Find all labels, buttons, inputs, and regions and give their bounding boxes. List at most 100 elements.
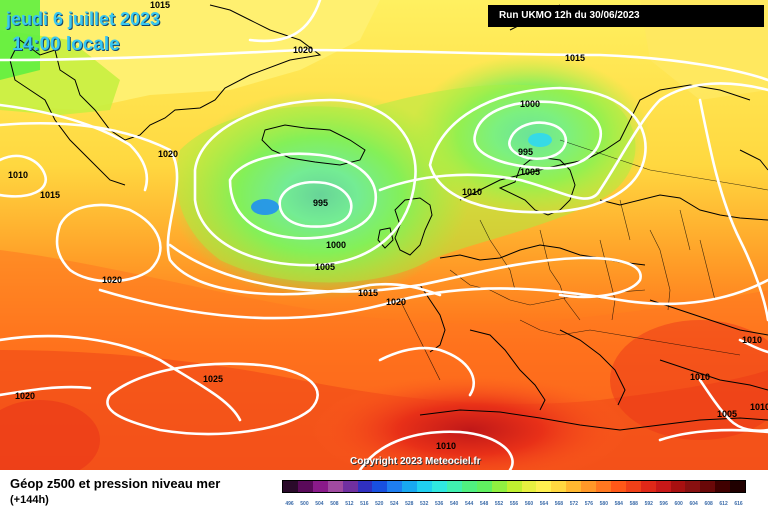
scale-value-label: 608 <box>704 501 713 507</box>
scale-swatch <box>596 481 611 492</box>
scale-swatch <box>417 481 433 492</box>
scale-swatch <box>372 481 388 492</box>
scale-value-label: 580 <box>599 501 608 507</box>
scale-value-label: 500 <box>300 501 309 507</box>
scale-swatch <box>342 481 358 492</box>
scale-value-label: 604 <box>689 501 698 507</box>
scale-swatch <box>566 481 582 492</box>
coastlines <box>9 4 768 431</box>
scale-value-label: 540 <box>449 501 459 507</box>
isobar-label: 1010 <box>742 335 762 345</box>
scale-swatch <box>506 481 522 492</box>
scale-swatch <box>387 481 403 492</box>
low-core-north <box>528 133 552 147</box>
scale-swatch <box>521 481 537 492</box>
weather-map: 1015 1020 1020 1015 1010 1015 1000 995 1… <box>0 0 768 470</box>
scale-value-label: 520 <box>375 501 384 507</box>
geopotential-field <box>0 0 768 470</box>
scale-swatch <box>581 481 597 492</box>
isobar-label: 1010 <box>750 402 768 412</box>
scale-value-label: 528 <box>405 501 414 507</box>
scale-swatch <box>312 481 328 492</box>
scale-value-label: 596 <box>659 501 668 507</box>
forecast-date: jeudi 6 juillet 2023 <box>6 9 161 29</box>
legend-bar: Géop z500 et pression niveau mer (+144h)… <box>0 470 768 512</box>
scale-value-label: 616 <box>734 501 743 507</box>
scale-swatch <box>327 481 343 492</box>
isobar-label: 1020 <box>158 149 178 159</box>
scale-swatch <box>283 481 298 492</box>
isobar-label: 1005 <box>520 167 540 177</box>
scale-value-label: 548 <box>479 501 489 507</box>
isobar-label: 1015 <box>150 0 170 10</box>
scale-value-label: 572 <box>569 501 579 507</box>
scale-swatch <box>402 481 418 492</box>
scale-value-label: 552 <box>494 501 504 507</box>
isobar-label: 1020 <box>102 275 122 285</box>
scale-swatch <box>432 481 447 492</box>
scale-swatch <box>461 481 477 492</box>
scale-value-label: 512 <box>345 501 354 507</box>
scale-value-label: 544 <box>464 501 474 507</box>
isobar-label: 1010 <box>8 170 28 180</box>
scale-value-label: 568 <box>554 501 564 507</box>
scale-swatch <box>715 481 731 492</box>
legend-subtitle: (+144h) <box>10 494 49 506</box>
scale-value-label: 576 <box>584 501 594 507</box>
pressure-centers <box>251 133 552 215</box>
isobar-label: 1025 <box>203 374 223 384</box>
scale-swatch <box>670 481 686 492</box>
isobar-label: 1010 <box>462 187 482 197</box>
scale-value-label: 536 <box>435 501 444 507</box>
scale-value-label: 592 <box>644 501 653 507</box>
scale-swatch <box>551 481 567 492</box>
scale-swatch <box>536 481 552 492</box>
isobar-label: 1015 <box>358 288 378 298</box>
scale-value-label: 508 <box>330 501 339 507</box>
scale-swatch <box>730 481 746 492</box>
run-info-badge: Run UKMO 12h du 30/06/2023 <box>488 5 764 27</box>
scale-value-label: 600 <box>674 501 683 507</box>
scale-value-label: 584 <box>614 501 623 507</box>
scale-value-label: 496 <box>285 501 294 507</box>
isobar-label: 1015 <box>40 190 60 200</box>
scale-swatch <box>446 481 462 492</box>
scale-value-label: 556 <box>509 501 519 507</box>
scale-swatch <box>625 481 641 492</box>
scale-value-label: 560 <box>524 501 534 507</box>
isobar-label: 995 <box>518 147 533 157</box>
color-scale <box>282 480 746 493</box>
scale-swatch <box>357 481 373 492</box>
isobar-label: 1005 <box>717 409 737 419</box>
scale-swatch <box>476 481 492 492</box>
scale-value-label: 588 <box>629 501 638 507</box>
scale-value-label: 524 <box>390 501 399 507</box>
scale-value-label: 532 <box>420 501 429 507</box>
color-scale-labels: 496 500 504 508 512 516 520 524 528 532 536 540 544 5… <box>282 500 746 508</box>
scale-swatch <box>491 481 507 492</box>
scale-swatch <box>655 481 671 492</box>
isobar-label: 995 <box>313 198 328 208</box>
isobar-label: 1010 <box>436 441 456 451</box>
scale-value-label: 612 <box>719 501 728 507</box>
isobar-label: 1020 <box>15 391 35 401</box>
isobar-label: 1005 <box>315 262 335 272</box>
isobar-labels: 1015 1020 1020 1015 1010 1015 1000 995 1… <box>8 0 768 451</box>
isobar-label: 1015 <box>565 53 585 63</box>
low-core-west <box>251 199 279 215</box>
isobar-label: 1020 <box>386 297 406 307</box>
scale-swatch <box>640 481 656 492</box>
isobars <box>0 0 768 470</box>
isobar-label: 1020 <box>293 45 313 55</box>
copyright-notice: Copyright 2023 Meteociel.fr <box>350 456 481 467</box>
scale-swatch <box>700 481 716 492</box>
scale-value-label: 504 <box>315 501 324 507</box>
scale-swatch <box>685 481 701 492</box>
legend-title: Géop z500 et pression niveau mer <box>10 476 221 491</box>
scale-value-label: 516 <box>360 501 369 507</box>
isobar-label: 1000 <box>326 240 346 250</box>
scale-swatch <box>297 481 313 492</box>
scale-value-label: 564 <box>539 501 549 507</box>
forecast-time: 14:00 locale <box>12 34 120 55</box>
